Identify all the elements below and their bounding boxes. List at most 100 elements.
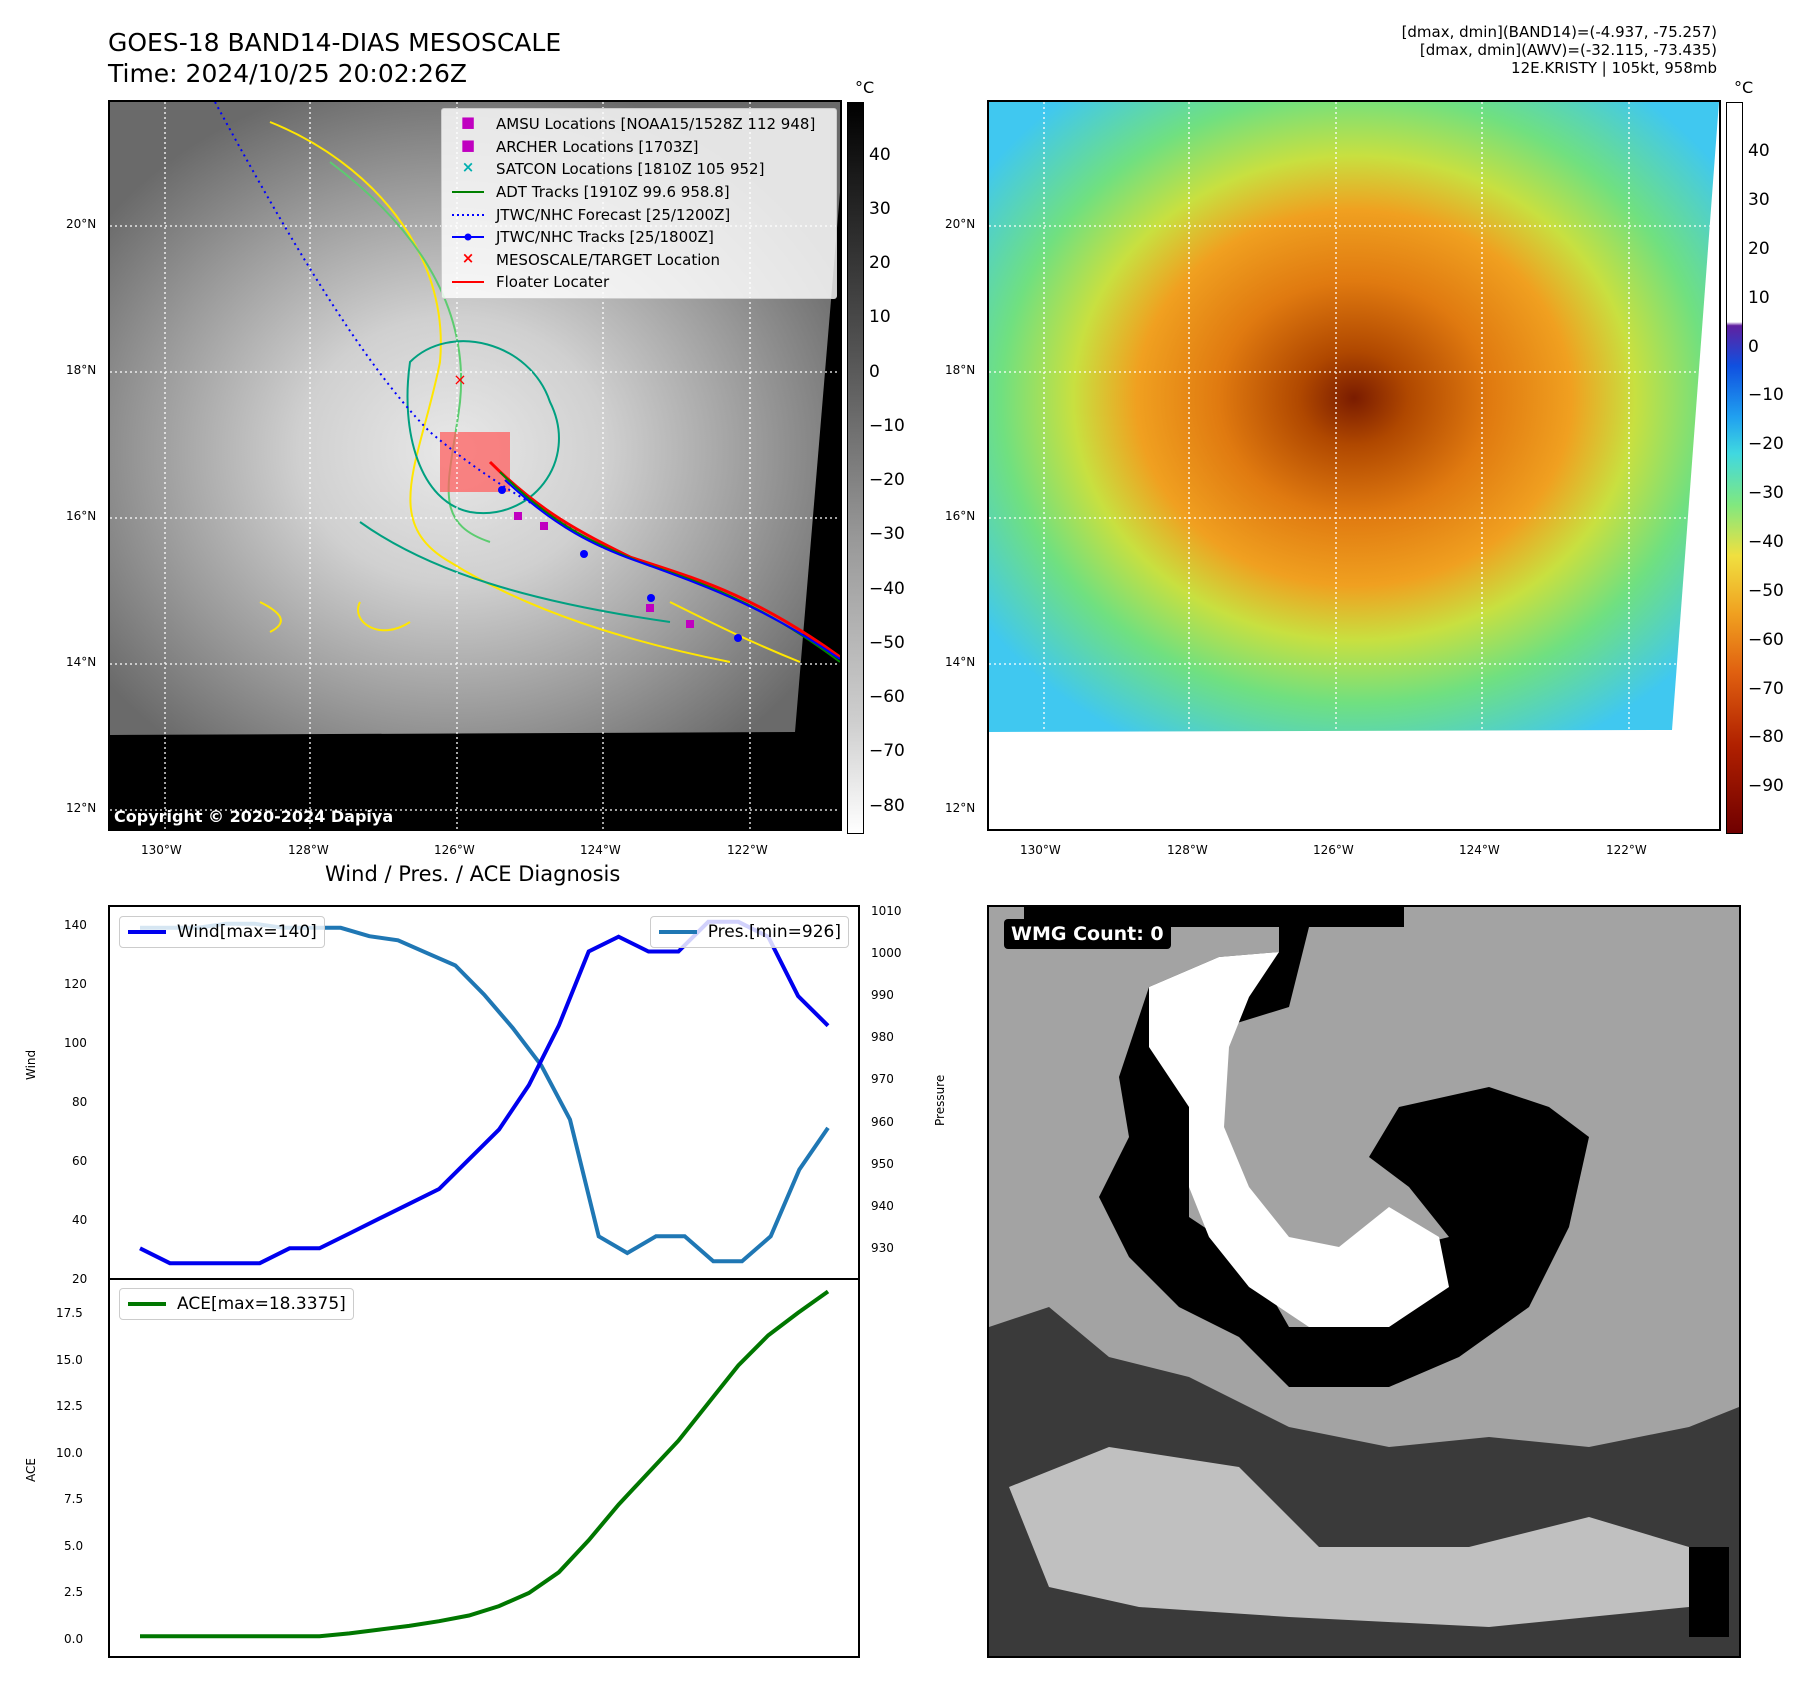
pressure-series-line — [140, 921, 830, 1264]
legend-cross-icon: × — [461, 158, 475, 177]
pressure-tick: 950 — [871, 1157, 894, 1171]
lat-label: 18°N — [945, 363, 976, 377]
title-line-2: Time: 2024/10/25 20:02:26Z — [108, 59, 467, 88]
legend-ace-line-icon — [127, 1293, 167, 1315]
colorbar-tick: −90 — [1748, 776, 1784, 796]
info-awv-range: [dmax, dmin](AWV)=(-32.115, -73.435) — [1419, 41, 1717, 59]
colorbar-tick: −20 — [1748, 434, 1784, 454]
lon-label: 126°W — [434, 843, 475, 857]
best-track — [504, 479, 840, 660]
colorbar-tick: −60 — [1748, 630, 1784, 650]
wind-pressure-plot — [139, 919, 830, 1266]
colorbar-tick: −40 — [1748, 532, 1784, 552]
lat-label: 16°N — [945, 509, 976, 523]
pressure-tick: 1000 — [871, 946, 902, 960]
colorbar-tick: 0 — [1748, 337, 1759, 357]
ace-legend: ACE[max=18.3375] — [119, 1288, 354, 1320]
legend-cross-icon: × — [461, 248, 475, 267]
wind-tick: 40 — [72, 1213, 88, 1227]
ir-color-svg — [989, 102, 1719, 829]
colorbar-tick: 40 — [869, 145, 891, 165]
lon-label: 126°W — [1313, 843, 1354, 857]
colorbar-tick: 20 — [1748, 239, 1770, 259]
colorbar-tick: −30 — [869, 524, 905, 544]
lon-label: 124°W — [580, 843, 621, 857]
colorbar-tick: −10 — [1748, 385, 1784, 405]
pressure-tick: 990 — [871, 988, 894, 1002]
title-line-1: GOES-18 BAND14-DIAS MESOSCALE — [108, 28, 562, 57]
lat-label: 20°N — [945, 217, 976, 231]
lon-label: 130°W — [1020, 843, 1061, 857]
pressure-tick: 930 — [871, 1241, 894, 1255]
legend-item-floater: Floater Locater — [450, 271, 828, 294]
floater-box — [440, 432, 510, 492]
pressure-tick: 960 — [871, 1115, 894, 1129]
lat-label: 14°N — [66, 655, 97, 669]
lat-label: 20°N — [66, 217, 97, 231]
legend-line-icon — [450, 271, 486, 293]
right-colorbar — [1726, 102, 1743, 834]
lat-label: 18°N — [66, 363, 97, 377]
wmg-svg — [989, 907, 1739, 1656]
legend-pressure-line-icon — [658, 921, 698, 943]
legend-wind-line-icon — [127, 921, 167, 943]
copyright-label: Copyright © 2020-2024 Dapiya — [114, 807, 394, 826]
best-track-points — [498, 486, 742, 642]
colorbar-tick: −40 — [869, 579, 905, 599]
wind-tick: 60 — [72, 1154, 88, 1168]
pressure-legend-label: Pres.[min=926] — [707, 922, 841, 942]
ace-tick: 0.0 — [64, 1632, 84, 1646]
colorbar-tick: −20 — [869, 470, 905, 490]
colorbar-tick: 30 — [869, 199, 891, 219]
ir-color-image — [989, 102, 1719, 732]
ace-legend-label: ACE[max=18.3375] — [177, 1294, 346, 1314]
legend-dot-line-icon — [450, 226, 486, 248]
colorbar-tick: 10 — [1748, 288, 1770, 308]
wind-pressure-chart: Wind[max=140] Pres.[min=926] — [108, 905, 860, 1280]
wind-legend: Wind[max=140] — [119, 916, 325, 948]
colorbar-tick: 20 — [869, 253, 891, 273]
ace-tick: 12.5 — [56, 1399, 83, 1413]
legend-item-target: × MESOSCALE/TARGET Location — [450, 249, 828, 272]
lon-label: 130°W — [141, 843, 182, 857]
diagnosis-title: Wind / Pres. / ACE Diagnosis — [325, 862, 621, 886]
colorbar-tick: 10 — [869, 307, 891, 327]
colorbar-tick: 30 — [1748, 190, 1770, 210]
lon-label: 128°W — [288, 843, 329, 857]
ace-tick: 15.0 — [56, 1353, 83, 1367]
lat-label: 12°N — [66, 801, 97, 815]
pressure-tick: 980 — [871, 1030, 894, 1044]
wind-legend-label: Wind[max=140] — [177, 922, 317, 942]
wmg-count-label: WMG Count: 0 — [1004, 919, 1171, 949]
colorbar-tick: −80 — [869, 796, 905, 816]
legend-item-adt: ADT Tracks [1910Z 99.6 958.8] — [450, 181, 828, 204]
legend-item-archer: ■ ARCHER Locations [1703Z] — [450, 136, 828, 159]
color-map-gridlines — [989, 102, 1719, 829]
legend-square-icon: ■ — [460, 113, 476, 132]
lat-label: 16°N — [66, 509, 97, 523]
legend-item-tracks: JTWC/NHC Tracks [25/1800Z] — [450, 226, 828, 249]
amsu-archer-points — [514, 512, 694, 628]
pressure-tick: 1010 — [871, 904, 902, 918]
wind-tick: 120 — [64, 977, 87, 991]
info-storm-summary: 12E.KRISTY | 105kt, 958mb — [1511, 59, 1717, 77]
legend-dotted-line-icon — [450, 204, 486, 226]
legend-item-satcon: × SATCON Locations [1810Z 105 952] — [450, 158, 828, 181]
target-marker: × — [453, 370, 466, 389]
colorbar-tick: −50 — [1748, 581, 1784, 601]
lat-label: 12°N — [945, 801, 976, 815]
lon-label: 128°W — [1167, 843, 1208, 857]
wmg-panel: WMG Count: 0 — [987, 905, 1741, 1658]
colorbar-tick: −10 — [869, 416, 905, 436]
colorbar-tick: −60 — [869, 687, 905, 707]
lon-label: 122°W — [1606, 843, 1647, 857]
wind-tick: 100 — [64, 1036, 87, 1050]
colorbar-tick: −30 — [1748, 483, 1784, 503]
lon-label: 124°W — [1459, 843, 1500, 857]
ace-tick: 5.0 — [64, 1539, 84, 1553]
ace-plot — [140, 1289, 830, 1639]
storm-info: [dmax, dmin](BAND14)=(-4.937, -75.257) [… — [1402, 23, 1717, 77]
pressure-tick: 940 — [871, 1199, 894, 1213]
legend-line-icon — [450, 181, 486, 203]
right-colorbar-unit: °C — [1734, 78, 1754, 97]
